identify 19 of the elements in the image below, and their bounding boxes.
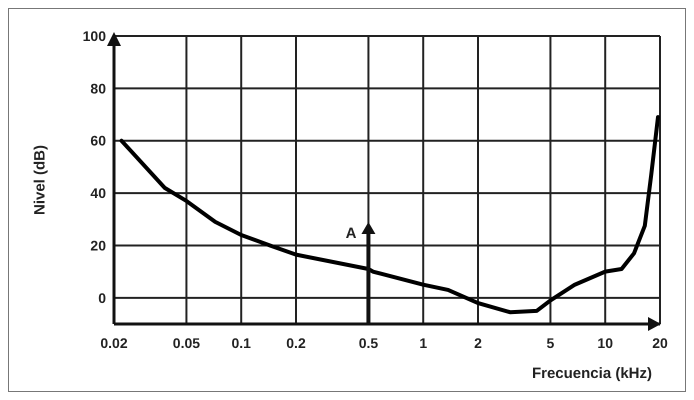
x-tick-label: 5 — [546, 334, 555, 351]
y-tick-label: 80 — [90, 80, 106, 96]
y-tick-label: 60 — [90, 132, 106, 149]
y-tick-label: 0 — [98, 290, 106, 306]
x-tick-label: 0.2 — [286, 334, 306, 351]
x-tick-label: 0.5 — [358, 334, 378, 351]
y-axis-title: Nivel (dB) — [31, 144, 48, 216]
x-tick-label: 0.1 — [231, 334, 252, 351]
y-tick-label: 20 — [90, 237, 106, 254]
x-tick-label: 2 — [474, 334, 482, 351]
y-tick-label: 40 — [90, 185, 106, 202]
ref-line-label: A — [346, 225, 357, 242]
x-tick-label: 0.02 — [100, 334, 128, 351]
x-tick-label: 0.05 — [172, 334, 200, 351]
x-tick-label: 20 — [652, 334, 668, 351]
y-tick-label: 100 — [82, 28, 106, 44]
x-tick-label: 1 — [419, 334, 428, 351]
x-axis-title: Frecuencia (kHz) — [532, 365, 652, 382]
x-tick-label: 10 — [597, 334, 614, 351]
